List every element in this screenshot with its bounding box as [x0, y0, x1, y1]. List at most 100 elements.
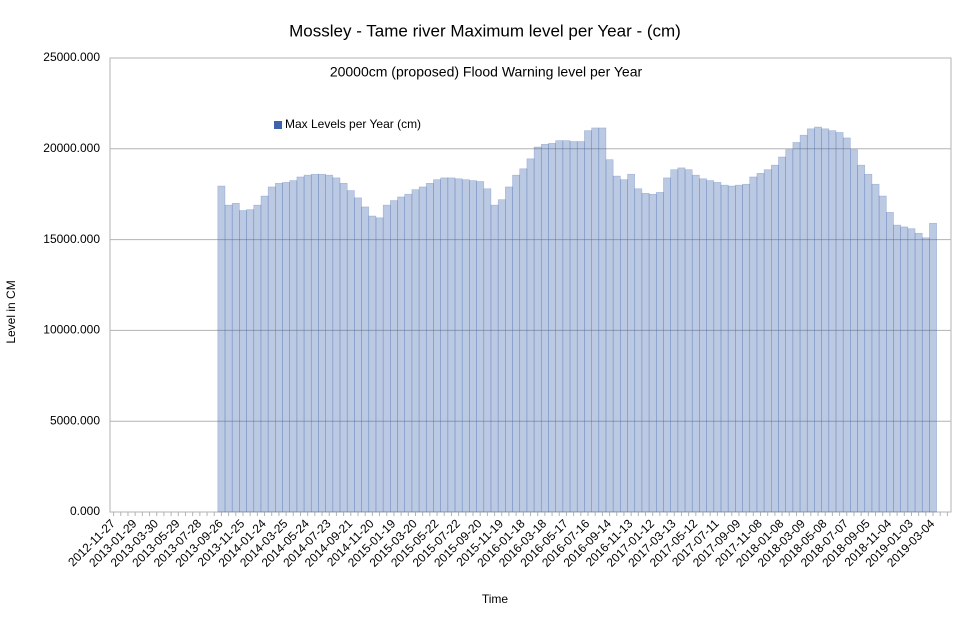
- legend-swatch: [274, 121, 282, 129]
- bar: [310, 173, 319, 513]
- bar: [886, 212, 894, 513]
- bar: [339, 183, 348, 513]
- bar: [670, 169, 679, 513]
- bar: [411, 189, 420, 513]
- bar: [684, 169, 693, 513]
- bar: [850, 149, 858, 513]
- bar: [519, 168, 528, 513]
- bar: [699, 178, 707, 513]
- y-tick-label: 15000.000: [43, 232, 100, 246]
- bar: [454, 178, 463, 513]
- bar: [871, 183, 880, 513]
- bar: [921, 237, 930, 513]
- bar: [620, 179, 628, 513]
- bar: [440, 177, 449, 513]
- chart-title: Mossley - Tame river Maximum level per Y…: [289, 21, 681, 40]
- bar: [641, 192, 650, 513]
- bar: [648, 193, 657, 513]
- bar: [763, 169, 772, 513]
- bar: [548, 143, 556, 513]
- bar: [576, 141, 585, 513]
- bar: [289, 180, 298, 513]
- bar: [526, 158, 535, 513]
- bar: [469, 180, 477, 513]
- y-tick-label: 25000.000: [43, 50, 100, 64]
- bar: [505, 186, 513, 513]
- bar: [842, 137, 851, 513]
- y-tick-label: 5000.000: [50, 413, 100, 427]
- bar: [663, 177, 671, 513]
- bar: [483, 188, 492, 513]
- bar: [720, 184, 729, 513]
- bar: [770, 164, 779, 513]
- bar: [540, 143, 549, 513]
- bar: [677, 167, 686, 513]
- bar: [303, 174, 312, 513]
- bar: [382, 204, 391, 513]
- bar: [735, 184, 743, 513]
- bar: [799, 134, 808, 513]
- bar: [878, 195, 887, 513]
- x-axis-title: Time: [482, 592, 509, 606]
- annotation: 20000cm (proposed) Flood Warning level p…: [330, 64, 643, 80]
- bar: [246, 209, 255, 513]
- bar: [267, 186, 276, 513]
- bar: [864, 173, 873, 513]
- bar: [814, 126, 822, 513]
- bar: [706, 180, 715, 513]
- bar: [584, 130, 592, 513]
- bar: [346, 190, 355, 513]
- bar: [224, 204, 233, 513]
- bar: [806, 128, 815, 513]
- y-tick-label: 10000.000: [43, 323, 100, 337]
- bar: [282, 182, 291, 513]
- bar: [828, 130, 837, 513]
- bar: [634, 188, 643, 513]
- bar: [239, 210, 247, 513]
- bar: [742, 183, 751, 513]
- bar: [900, 226, 909, 513]
- bar: [627, 173, 636, 513]
- bar: [893, 224, 901, 513]
- bar: [354, 197, 362, 513]
- bar: [749, 176, 758, 513]
- bar: [512, 174, 521, 513]
- y-axis-title: Level in CM: [4, 280, 18, 343]
- bar: [461, 179, 470, 513]
- bar: [476, 181, 485, 513]
- bar: [598, 127, 607, 513]
- y-tick-label: 20000.000: [43, 141, 100, 155]
- bar: [533, 146, 542, 513]
- bar: [447, 177, 456, 513]
- bar: [591, 127, 600, 513]
- bar: [418, 186, 427, 513]
- bar: [490, 204, 499, 513]
- bar: [857, 164, 866, 513]
- bar: [425, 183, 434, 513]
- bar: [375, 217, 384, 513]
- bar: [907, 228, 916, 513]
- bar: [275, 183, 283, 513]
- bar: [691, 174, 700, 513]
- bar: [253, 204, 262, 513]
- bar: [835, 132, 844, 513]
- bar: [778, 156, 786, 513]
- y-tick-label: 0.000: [70, 504, 100, 518]
- bar: [756, 173, 765, 513]
- bar: [727, 185, 736, 513]
- bar: [569, 141, 578, 513]
- bar: [397, 196, 406, 513]
- bar: [325, 174, 334, 513]
- legend-label: Max Levels per Year (cm): [285, 117, 421, 131]
- bar: [605, 159, 614, 513]
- bar: [390, 200, 398, 513]
- bar: [296, 176, 305, 513]
- bar: [929, 222, 937, 513]
- bar: [318, 173, 326, 513]
- bar: [821, 128, 830, 513]
- bar: [404, 193, 413, 513]
- bar: [260, 195, 269, 513]
- bar: [332, 177, 341, 513]
- bar: [785, 149, 794, 513]
